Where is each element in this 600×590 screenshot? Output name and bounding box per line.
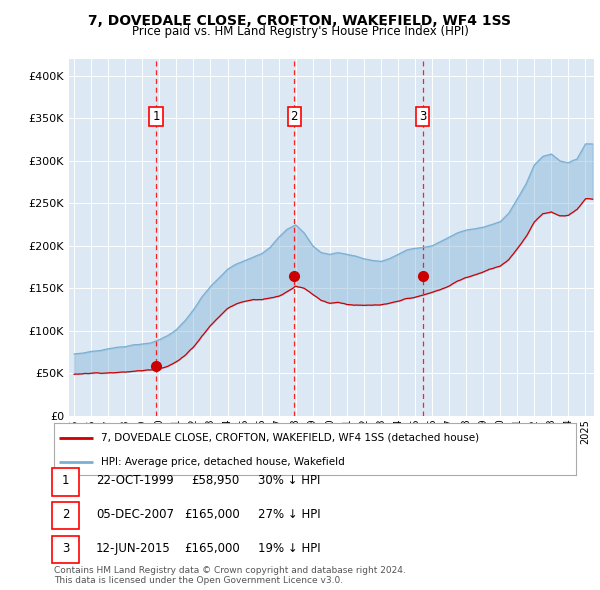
Text: 27% ↓ HPI: 27% ↓ HPI (258, 508, 320, 521)
Text: Price paid vs. HM Land Registry's House Price Index (HPI): Price paid vs. HM Land Registry's House … (131, 25, 469, 38)
Text: 3: 3 (419, 110, 427, 123)
Text: £165,000: £165,000 (184, 508, 240, 521)
Text: 1: 1 (62, 474, 69, 487)
Text: £58,950: £58,950 (192, 474, 240, 487)
Text: 22-OCT-1999: 22-OCT-1999 (96, 474, 174, 487)
Text: 3: 3 (62, 542, 69, 555)
Text: 12-JUN-2015: 12-JUN-2015 (96, 542, 171, 555)
Text: 19% ↓ HPI: 19% ↓ HPI (258, 542, 320, 555)
Text: 05-DEC-2007: 05-DEC-2007 (96, 508, 174, 521)
Text: 7, DOVEDALE CLOSE, CROFTON, WAKEFIELD, WF4 1SS: 7, DOVEDALE CLOSE, CROFTON, WAKEFIELD, W… (89, 14, 511, 28)
Text: 1: 1 (152, 110, 160, 123)
Text: 2: 2 (290, 110, 298, 123)
Text: 7, DOVEDALE CLOSE, CROFTON, WAKEFIELD, WF4 1SS (detached house): 7, DOVEDALE CLOSE, CROFTON, WAKEFIELD, W… (101, 432, 479, 442)
Text: £165,000: £165,000 (184, 542, 240, 555)
Text: 30% ↓ HPI: 30% ↓ HPI (258, 474, 320, 487)
Text: HPI: Average price, detached house, Wakefield: HPI: Average price, detached house, Wake… (101, 457, 345, 467)
Text: Contains HM Land Registry data © Crown copyright and database right 2024.
This d: Contains HM Land Registry data © Crown c… (54, 566, 406, 585)
Text: 2: 2 (62, 508, 69, 521)
